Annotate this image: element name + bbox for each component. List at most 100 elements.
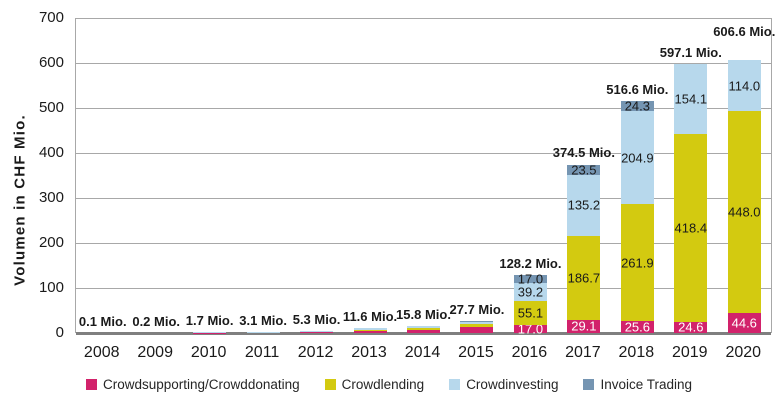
segment-value-label: 25.6 (624, 319, 650, 335)
y-tick-label-400: 400 (38, 144, 64, 161)
y-tick-label-0: 0 (55, 324, 64, 341)
bar-segment-2013-crowdlending (353, 330, 387, 332)
total-label-2012: 5.3 Mio. (292, 311, 341, 327)
legend-swatch-icon (449, 379, 461, 390)
bar-segment-2017-crowdlending (567, 235, 601, 320)
y-tick-label-600: 600 (38, 54, 64, 71)
total-label-2013: 11.6 Mio. (342, 308, 398, 324)
legend-item-invoice-trading: Invoice Trading (583, 377, 692, 392)
segment-value-label: 17.0 (517, 321, 544, 337)
grid-line-500 (76, 108, 771, 109)
bar-segment-2013-crowdinvesting (353, 327, 387, 331)
legend-label: Crowdlending (341, 377, 425, 392)
bar-segment-2019-crowdsupporting-crowddonating (674, 321, 708, 333)
bar-segment-2014-crowdsupporting-crowddonating (407, 329, 440, 333)
x-label-2009: 2009 (137, 344, 173, 361)
total-label-2008: 0.1 Mio. (78, 313, 127, 329)
y-tick-label-300: 300 (38, 189, 64, 206)
segment-value-label: 39.2 (517, 284, 544, 300)
total-label-2019: 597.1 Mio. (659, 45, 722, 61)
bar-segment-2016-invoice-trading (513, 275, 547, 283)
bar-segment-2016-crowdsupporting-crowddonating (513, 325, 547, 333)
bar-segment-2017-crowdinvesting (567, 175, 601, 236)
segment-value-label: 29.1 (571, 318, 597, 334)
total-label-2010: 1.7 Mio. (185, 313, 234, 329)
legend-swatch-icon (324, 379, 336, 390)
legend-swatch-icon (583, 379, 595, 390)
legend-label: Invoice Trading (600, 377, 693, 392)
y-tick-label-100: 100 (38, 279, 64, 296)
y-tick-label-700: 700 (38, 9, 64, 26)
segment-value-label: 24.6 (678, 319, 704, 335)
total-label-2020: 606.6 Mio. (713, 24, 776, 40)
bar-segment-2014-crowdlending (407, 327, 440, 330)
bar-segment-2012-crowdsupporting-crowddonating (300, 331, 334, 333)
x-axis-line (76, 332, 771, 335)
grid-line-100 (76, 288, 771, 289)
bar-segment-2020-crowdlending (727, 111, 761, 313)
bar-segment-2018-invoice-trading (620, 100, 654, 112)
segment-value-label: 186.7 (567, 270, 601, 286)
legend-item-crowdsupporting-crowddonating: Crowdsupporting/Crowddonating (86, 377, 300, 392)
y-tick-label-500: 500 (38, 99, 64, 116)
segment-value-label: 24.3 (624, 98, 650, 114)
x-label-2014: 2014 (404, 344, 441, 361)
bar-segment-2014-crowdinvesting (407, 325, 440, 328)
grid-line-400 (76, 153, 771, 154)
segment-value-label: 23.5 (571, 162, 597, 178)
bar-segment-2018-crowdlending (620, 203, 654, 322)
grid-line-600 (76, 63, 771, 64)
segment-value-label: 55.1 (517, 305, 544, 321)
legend: Crowdsupporting/Crowddonating Crowdlendin… (86, 377, 692, 392)
x-label-2017: 2017 (565, 344, 601, 361)
legend-label: Crowdinvesting (466, 377, 559, 392)
bar-segment-2019-crowdinvesting (674, 64, 708, 134)
segment-value-label: 114.0 (728, 78, 761, 94)
x-label-2016: 2016 (511, 344, 548, 361)
y-tick-label-200: 200 (38, 234, 64, 251)
bar-segment-2020-crowdsupporting-crowddonating (727, 312, 761, 333)
segment-value-label: 44.6 (731, 315, 757, 331)
x-label-2012: 2012 (297, 344, 334, 361)
bar-segment-2013-crowdsupporting-crowddonating (353, 331, 387, 333)
grid-line-700 (76, 18, 771, 19)
bar-segment-2015-crowdlending (460, 323, 494, 328)
bar-segment-2016-crowdlending (513, 300, 547, 326)
bar-segment-2017-crowdsupporting-crowddonating (567, 319, 601, 333)
legend-swatch-icon (86, 379, 97, 390)
x-label-2019: 2019 (671, 344, 708, 361)
legend-item-crowdinvesting: Crowdinvesting (449, 377, 558, 392)
x-label-2010: 2010 (190, 344, 227, 361)
bar-segment-2016-crowdinvesting (513, 282, 547, 301)
total-label-2009: 0.2 Mio. (132, 313, 181, 329)
bar-segment-2017-invoice-trading (567, 164, 601, 176)
x-label-2018: 2018 (618, 344, 655, 361)
segment-value-label: 154.1 (674, 91, 708, 107)
segment-value-label: 261.9 (621, 255, 654, 271)
x-label-2008: 2008 (83, 344, 120, 361)
legend-label: Crowdsupporting/Crowddonating (103, 377, 300, 392)
x-label-2020: 2020 (725, 344, 762, 361)
bar-segment-2011-crowdsupporting-crowddonating (246, 332, 280, 333)
total-label-2011: 3.1 Mio. (239, 312, 287, 328)
total-label-2014: 15.8 Mio. (396, 306, 451, 322)
bar-segment-2011-crowdinvesting (246, 331, 280, 333)
total-label-2015: 27.7 Mio. (449, 301, 505, 317)
x-label-2011: 2011 (244, 344, 280, 361)
x-label-2015: 2015 (458, 344, 494, 361)
bar-segment-2012-crowdinvesting (300, 330, 334, 332)
x-label-2013: 2013 (351, 344, 387, 361)
bar-segment-2015-crowdsupporting-crowddonating (460, 327, 494, 333)
segment-value-label: 204.9 (621, 150, 654, 166)
legend-item-crowdlending: Crowdlending (324, 377, 425, 392)
grid-line-300 (76, 198, 771, 199)
bar-segment-2020-crowdinvesting (727, 60, 761, 112)
bar-segment-2018-crowdsupporting-crowddonating (620, 321, 654, 333)
total-label-2016: 128.2 Mio. (499, 256, 562, 272)
bar-segment-2019-crowdlending (674, 133, 708, 322)
segment-value-label: 448.0 (727, 204, 761, 220)
total-label-2017: 374.5 Mio. (552, 145, 615, 161)
plot-area: 0.1 Mio. 0.2 Mio. 1.7 Mio. 3.1 Mio. 5.3 Mio.… (75, 18, 776, 337)
segment-value-label: 418.4 (674, 220, 708, 236)
